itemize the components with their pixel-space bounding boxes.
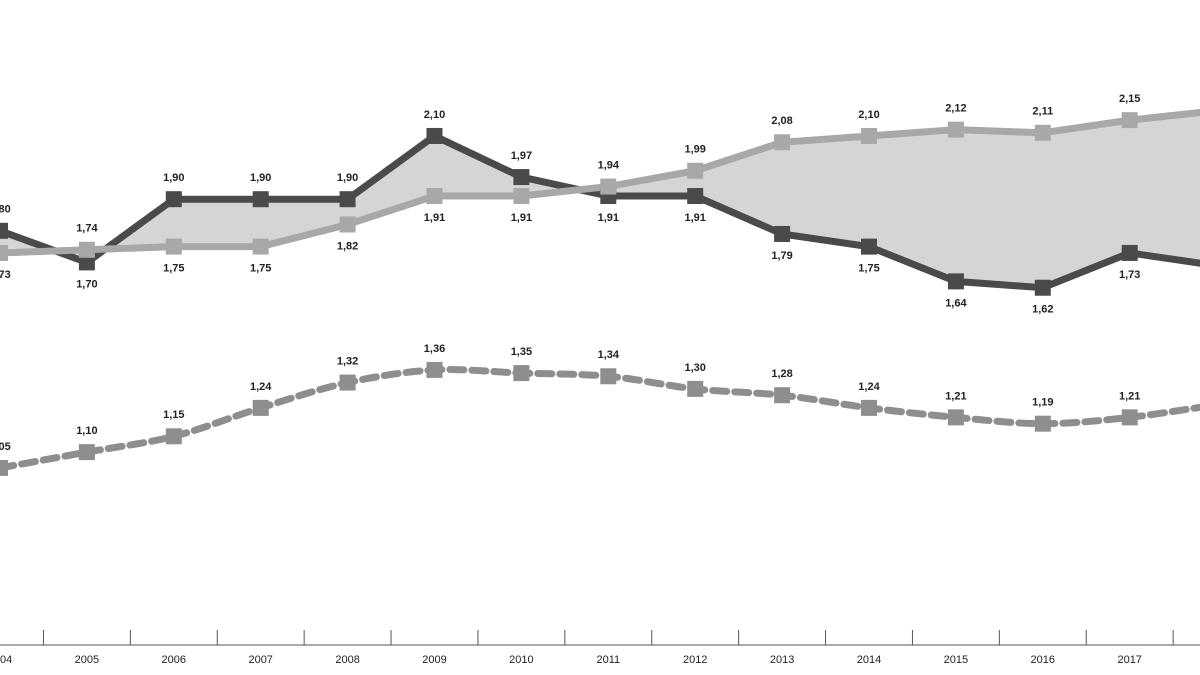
value-label: 1,82 — [337, 240, 358, 252]
value-label: 1,73 — [0, 269, 11, 281]
marker — [165, 428, 182, 445]
value-label: 1,70 — [76, 278, 97, 290]
value-label: 1,80 — [0, 204, 11, 216]
value-label: 1,74 — [76, 223, 98, 235]
marker — [0, 244, 8, 261]
marker — [600, 368, 617, 385]
value-label: 1,34 — [598, 349, 620, 361]
x-tick-label: 2005 — [75, 654, 99, 666]
value-label: 1,91 — [598, 212, 619, 224]
marker — [1121, 409, 1138, 426]
value-label: 1,75 — [858, 263, 879, 275]
marker — [687, 380, 704, 397]
value-label: 1,36 — [424, 343, 445, 355]
marker — [1034, 124, 1051, 141]
marker — [600, 178, 617, 195]
marker — [252, 238, 269, 255]
gap-area — [0, 112, 1200, 288]
marker — [513, 169, 530, 186]
value-label: 1,05 — [0, 441, 11, 453]
marker — [252, 191, 269, 208]
marker — [165, 238, 182, 255]
value-label: 1,99 — [684, 144, 705, 156]
marker — [947, 121, 964, 138]
x-tick-label: 2013 — [770, 654, 794, 666]
marker — [774, 225, 791, 242]
value-label: 1,79 — [771, 250, 792, 262]
marker — [947, 273, 964, 290]
marker — [339, 374, 356, 391]
marker — [339, 191, 356, 208]
marker — [687, 188, 704, 205]
x-tick-label: 2017 — [1117, 654, 1141, 666]
marker — [1121, 112, 1138, 129]
value-label: 1,35 — [511, 346, 532, 358]
value-label: 1,24 — [858, 381, 880, 393]
marker — [861, 238, 877, 255]
marker — [1034, 279, 1051, 296]
x-tick-label: 2006 — [162, 654, 186, 666]
marker — [0, 459, 8, 476]
marker — [165, 191, 182, 208]
value-label: 2,10 — [858, 109, 879, 121]
value-label: 1,24 — [250, 381, 272, 393]
value-label: 1,32 — [337, 355, 358, 367]
value-label: 2,08 — [771, 115, 792, 127]
marker — [78, 444, 95, 461]
x-tick-label: 2007 — [248, 654, 272, 666]
x-tick-label: 2009 — [422, 654, 446, 666]
value-label: 1,21 — [1119, 390, 1140, 402]
value-label: 1,73 — [1119, 269, 1140, 281]
value-label: 1,91 — [684, 212, 705, 224]
value-label: 2,12 — [945, 103, 966, 115]
marker — [774, 387, 791, 404]
value-label: 1,91 — [424, 212, 445, 224]
value-label: 2,10 — [424, 109, 445, 121]
value-label: 1,75 — [163, 263, 184, 275]
value-label: 1,21 — [945, 390, 966, 402]
x-tick-label: 2015 — [944, 654, 968, 666]
value-label: 1,62 — [1032, 304, 1053, 316]
value-label: 1,90 — [163, 172, 184, 184]
x-tick-label: 2014 — [857, 654, 881, 666]
value-label: 1,97 — [511, 150, 532, 162]
marker — [513, 188, 530, 205]
marker — [426, 361, 443, 378]
marker — [947, 409, 964, 426]
marker — [78, 254, 95, 271]
x-tick-label: 2012 — [683, 654, 707, 666]
x-tick-label: 2008 — [335, 654, 359, 666]
value-label: 1,90 — [337, 172, 358, 184]
value-label: 1,90 — [250, 172, 271, 184]
x-tick-label: 2016 — [1031, 654, 1055, 666]
value-label: 1,94 — [598, 159, 620, 171]
x-tick-label: 2011 — [596, 654, 620, 666]
x-tick-label: 2010 — [509, 654, 533, 666]
marker — [513, 365, 530, 382]
marker — [1034, 415, 1051, 432]
marker — [426, 188, 443, 205]
marker — [687, 162, 704, 179]
value-label: 2,11 — [1032, 106, 1053, 118]
marker — [0, 222, 8, 239]
marker — [252, 399, 269, 416]
value-label: 1,19 — [1032, 397, 1053, 409]
value-label: 1,91 — [511, 212, 532, 224]
marker — [861, 127, 877, 144]
value-label: 1,28 — [771, 368, 792, 380]
value-label: 1,75 — [250, 263, 271, 275]
marker — [861, 399, 877, 416]
value-label: 1,64 — [945, 297, 967, 309]
value-label: 1,30 — [684, 362, 705, 374]
marker — [774, 134, 791, 151]
marker — [339, 216, 356, 233]
marker — [426, 127, 443, 144]
value-label: 1,15 — [163, 409, 184, 421]
value-label: 1,10 — [76, 425, 97, 437]
x-tick-label: 2004 — [0, 654, 12, 666]
marker — [78, 241, 95, 258]
marker — [1121, 244, 1138, 261]
value-label: 2,15 — [1119, 93, 1140, 105]
